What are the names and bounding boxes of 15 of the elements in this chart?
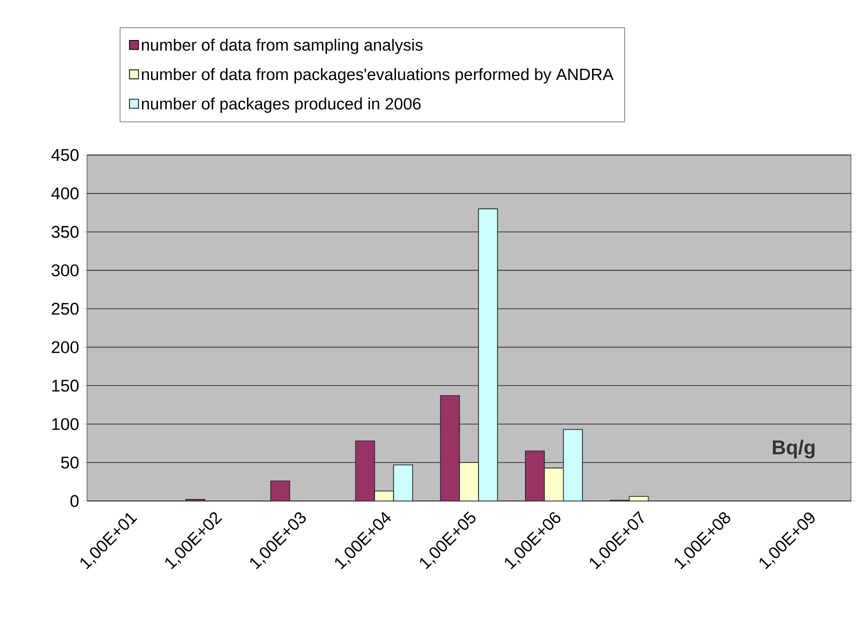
y-tick-label: 250 [52, 302, 79, 315]
y-tick-label: 450 [51, 148, 79, 161]
y-tick-label: 400 [51, 187, 79, 200]
y-tick-label: 100 [52, 418, 79, 430]
y-tick-label: 300 [52, 264, 79, 276]
y-tick-label: 150 [52, 380, 79, 392]
y-tick-label: 50 [61, 456, 79, 469]
legend-label: number of data from packages'evaluations performed by ANDRA [142, 68, 614, 84]
annotation: Bq/g [772, 440, 815, 458]
y-tick-label: 0 [70, 494, 79, 507]
legend-label: number of data from sampling analysis [142, 38, 423, 54]
legend-label: number of packages produced in 2006 [142, 98, 421, 113]
bar [270, 480, 290, 501]
y-tick-label: 350 [52, 226, 79, 238]
y-tick-label: 200 [52, 341, 79, 354]
